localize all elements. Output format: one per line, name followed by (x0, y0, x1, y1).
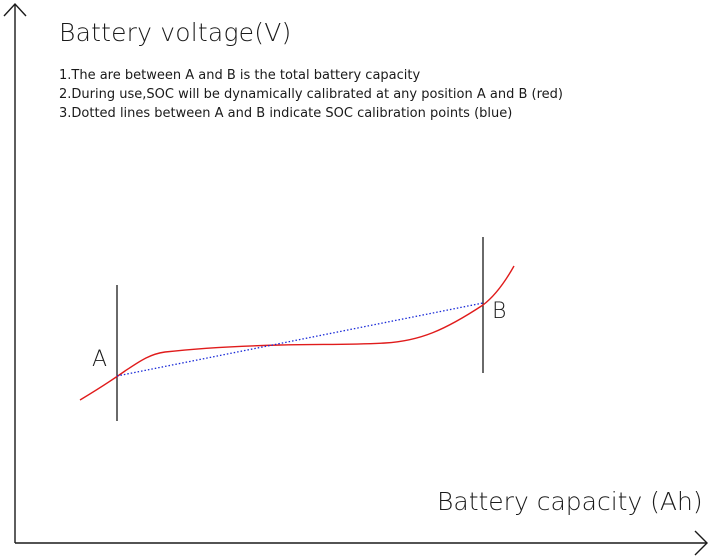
x-axis-title: Battery capacity (Ah) (437, 487, 703, 516)
note-3: 3.Dotted lines between A and B indicate … (59, 106, 513, 121)
note-2: 2.During use,SOC will be dynamically cal… (59, 87, 563, 102)
notes-list: 1.The are between A and B is the total b… (59, 66, 563, 123)
note-1: 1.The are between A and B is the total b… (59, 68, 421, 83)
y-axis-title: Battery voltage(V) (59, 18, 292, 47)
y-axis-arrow-icon (3, 2, 27, 17)
marker-a-label: A (92, 347, 108, 372)
x-axis-arrow-icon (694, 530, 708, 556)
calibration-line (116, 302, 484, 377)
voltage-curve (79, 265, 515, 401)
marker-b-label: B (492, 299, 507, 324)
